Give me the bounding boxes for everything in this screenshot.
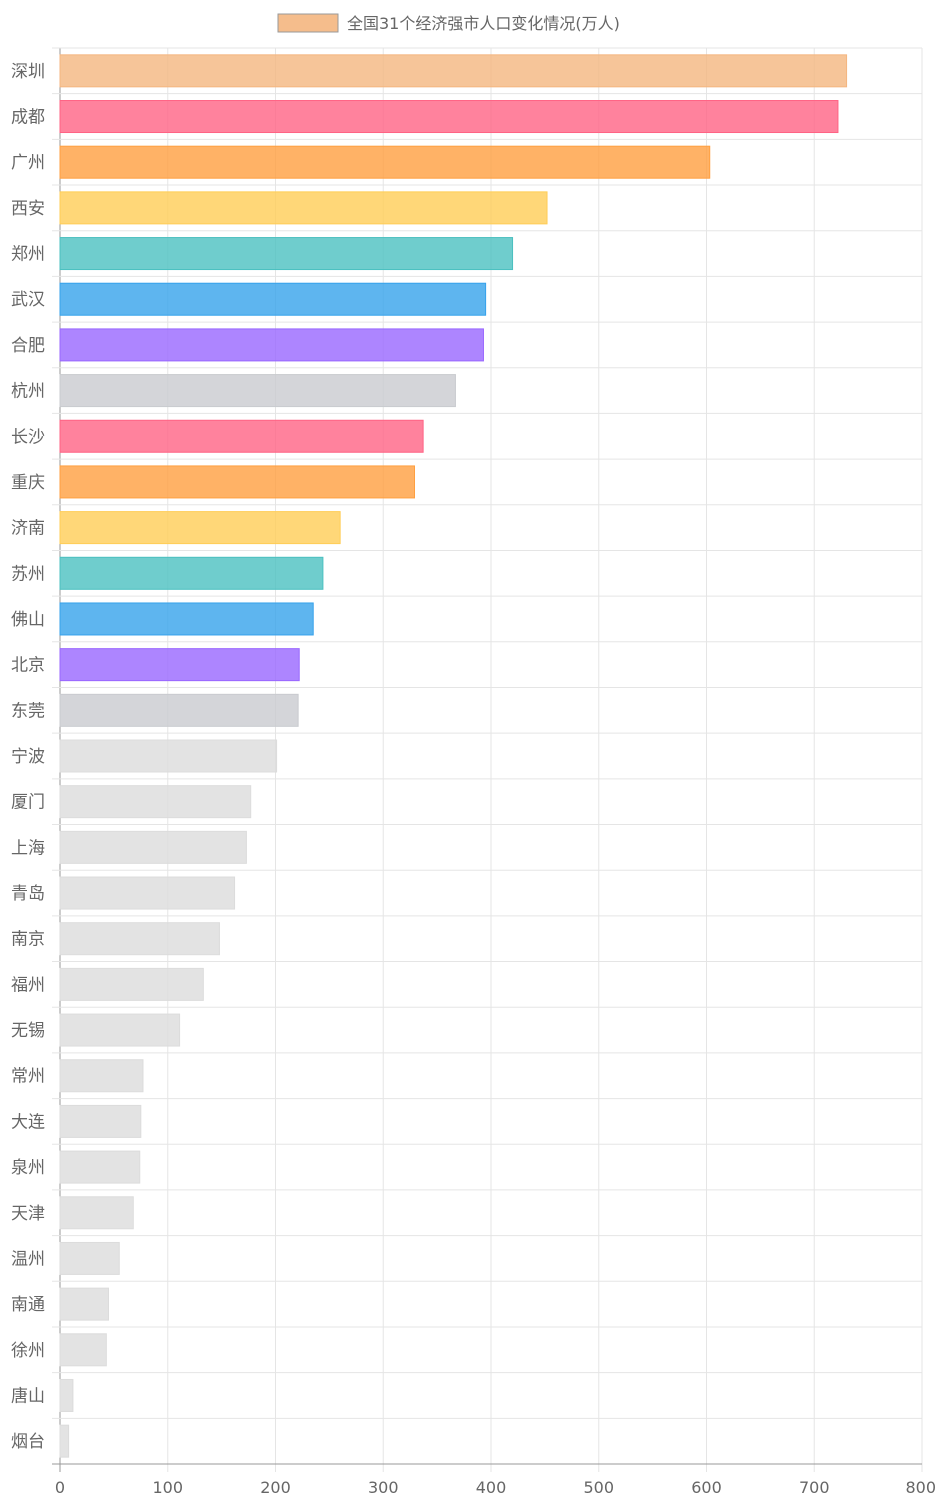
bar-15[interactable] — [59, 693, 299, 727]
bar-8[interactable] — [59, 374, 456, 408]
bar-4[interactable] — [59, 191, 548, 225]
bar-30[interactable] — [59, 1378, 74, 1412]
bar-9[interactable] — [59, 419, 424, 453]
x-tick-label: 100 — [152, 1478, 183, 1497]
bar-20[interactable] — [59, 922, 220, 956]
y-tick-label: 成都 — [11, 108, 45, 128]
bar-3[interactable] — [59, 145, 711, 179]
bars — [59, 54, 848, 1458]
bar-28[interactable] — [59, 1287, 109, 1321]
bar-14[interactable] — [59, 648, 300, 682]
y-tick-label: 烟台 — [11, 1432, 45, 1452]
grid-lines — [52, 47, 923, 1472]
x-tick-label: 0 — [55, 1478, 65, 1497]
x-tick-label: 300 — [368, 1478, 399, 1497]
y-tick-label: 福州 — [11, 975, 45, 995]
y-tick-label: 深圳 — [11, 62, 45, 82]
bar-11[interactable] — [59, 511, 341, 545]
y-tick-label: 青岛 — [11, 884, 45, 904]
x-tick-label: 500 — [583, 1478, 614, 1497]
bar-25[interactable] — [59, 1150, 141, 1184]
y-tick-label: 宁波 — [11, 747, 45, 767]
bar-19[interactable] — [59, 876, 236, 910]
y-tick-label: 苏州 — [11, 564, 45, 584]
x-tick-label: 800 — [905, 1478, 936, 1497]
y-tick-label: 厦门 — [11, 793, 45, 813]
bar-1[interactable] — [59, 54, 848, 88]
y-tick-label: 常州 — [11, 1067, 45, 1087]
bar-22[interactable] — [59, 1013, 181, 1047]
bar-23[interactable] — [59, 1059, 144, 1093]
x-axis-labels: 0 100 200 300 400 500 600 700 800 — [55, 1478, 936, 1497]
bar-29[interactable] — [59, 1333, 107, 1367]
x-tick-label: 400 — [476, 1478, 507, 1497]
bar-27[interactable] — [59, 1241, 120, 1275]
legend[interactable]: 全国31个经济强市人口变化情况(万人) — [277, 13, 620, 33]
bar-21[interactable] — [59, 967, 204, 1001]
y-tick-label: 泉州 — [11, 1158, 45, 1178]
legend-label[interactable]: 全国31个经济强市人口变化情况(万人) — [347, 14, 620, 33]
bar-13[interactable] — [59, 602, 314, 636]
y-tick-label: 南京 — [11, 930, 45, 950]
x-tick-label: 700 — [799, 1478, 830, 1497]
y-tick-label: 长沙 — [11, 427, 45, 447]
legend-swatch[interactable] — [277, 13, 339, 33]
y-tick-label: 唐山 — [11, 1385, 45, 1406]
y-tick-label: 东莞 — [11, 701, 45, 721]
y-tick-label: 广州 — [11, 153, 45, 173]
bar-5[interactable] — [59, 237, 514, 271]
y-tick-label: 武汉 — [11, 290, 45, 310]
x-tick-label: 600 — [691, 1478, 722, 1497]
bar-18[interactable] — [59, 830, 247, 864]
bar-10[interactable] — [59, 465, 415, 499]
y-tick-label: 重庆 — [11, 473, 45, 493]
y-tick-label: 合肥 — [11, 336, 45, 356]
bar-6[interactable] — [59, 282, 487, 316]
y-tick-label: 南通 — [11, 1295, 45, 1315]
y-tick-label: 郑州 — [11, 245, 45, 265]
y-tick-label: 天津 — [11, 1204, 45, 1224]
bar-7[interactable] — [59, 328, 484, 362]
y-axis-labels: 深圳成都广州西安郑州武汉合肥杭州长沙重庆济南苏州佛山北京东莞宁波厦门上海青岛南京… — [11, 62, 45, 1452]
bar-17[interactable] — [59, 785, 252, 819]
bar-12[interactable] — [59, 556, 324, 590]
y-tick-label: 上海 — [11, 838, 45, 858]
y-tick-label: 佛山 — [11, 610, 45, 630]
y-tick-label: 大连 — [11, 1112, 45, 1132]
y-tick-label: 济南 — [11, 519, 45, 539]
bar-26[interactable] — [59, 1196, 134, 1230]
y-tick-label: 西安 — [11, 199, 45, 219]
y-tick-label: 无锡 — [11, 1021, 45, 1041]
bar-24[interactable] — [59, 1104, 142, 1138]
y-tick-label: 北京 — [11, 656, 45, 676]
y-tick-label: 温州 — [11, 1249, 45, 1269]
x-tick-label: 200 — [260, 1478, 291, 1497]
bar-31[interactable] — [59, 1424, 70, 1458]
bar-16[interactable] — [59, 739, 278, 773]
bar-2[interactable] — [59, 100, 839, 134]
y-tick-label: 徐州 — [11, 1341, 45, 1361]
y-tick-label: 杭州 — [11, 382, 45, 402]
